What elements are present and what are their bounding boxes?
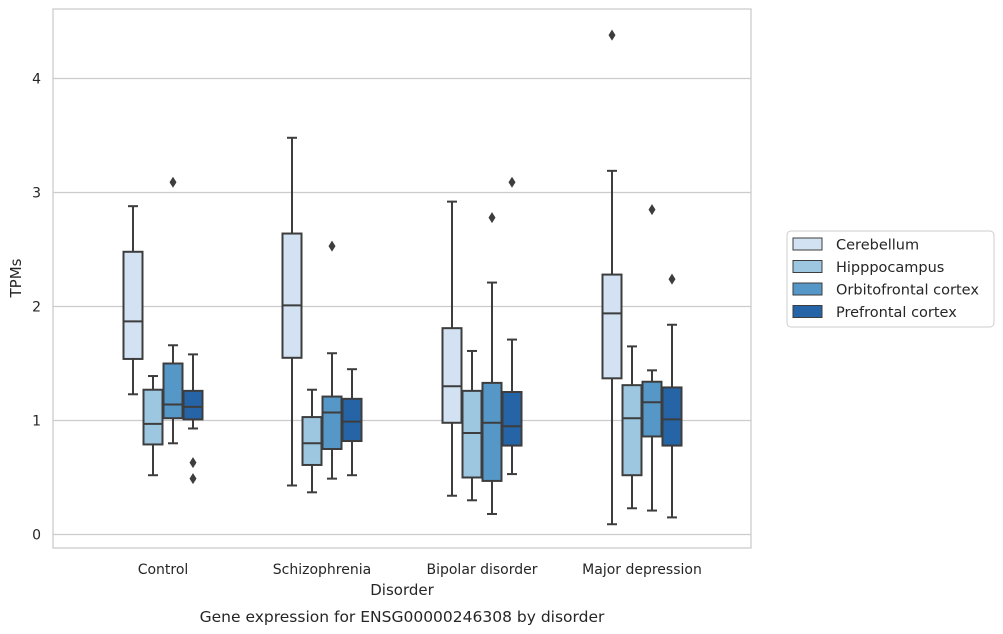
box-0-1: [281, 136, 303, 487]
x-tick-label: Bipolar disorder: [426, 562, 537, 578]
chart-caption: Gene expression for ENSG00000246308 by d…: [200, 608, 605, 626]
box-0-2: [441, 200, 463, 497]
y-tick-label: 4: [32, 72, 41, 88]
outlier-point: [328, 240, 336, 252]
grid-lines: [53, 77, 751, 536]
y-tick-label: 1: [32, 414, 41, 430]
box: [621, 384, 643, 477]
y-tick-label: 2: [32, 300, 41, 316]
y-tick-label: 0: [32, 528, 41, 544]
box: [341, 397, 363, 443]
x-tick-label: Control: [138, 562, 189, 578]
legend-frame: [786, 230, 995, 328]
y-axis-label: TPMs: [7, 258, 25, 298]
box: [641, 380, 663, 438]
box-2-2: [481, 212, 503, 515]
box-1-2: [461, 349, 483, 502]
legend-label: Prefrontal cortex: [836, 305, 957, 321]
legend-label: Hipppocampus: [836, 260, 944, 276]
y-tick-label: 3: [32, 186, 41, 202]
box: [182, 389, 204, 421]
box-3-0: [182, 353, 204, 485]
outlier-point: [608, 29, 616, 41]
box: [162, 362, 184, 420]
legend-swatch: [792, 305, 823, 318]
box: [301, 416, 323, 466]
box: [461, 389, 483, 479]
x-tick-label: Schizophrenia: [273, 562, 371, 578]
box: [142, 388, 164, 446]
outlier-point: [189, 473, 197, 485]
legend-swatch: [792, 260, 823, 273]
y-tick-labels: 0 1 2 3 4: [32, 72, 41, 544]
box-3-2: [501, 176, 523, 476]
box-0-3: [601, 29, 623, 526]
box-2-0: [162, 176, 184, 445]
plot-frame: [52, 8, 752, 549]
box: [441, 327, 463, 424]
x-tick-labels: Control Schizophrenia Bipolar disorder Majo…: [138, 562, 702, 578]
box-plot-group: [122, 29, 683, 526]
x-axis-label: Disorder: [370, 581, 434, 599]
box: [481, 381, 503, 482]
box: [601, 273, 623, 380]
box: [501, 391, 523, 447]
box: [122, 250, 144, 360]
box: [321, 395, 343, 450]
box-3-1: [341, 368, 363, 477]
outlier-point: [488, 212, 496, 224]
legend-items: Cerebellum Hipppocampus Orbitofrontal cort…: [792, 237, 979, 321]
outlier-point: [508, 176, 516, 188]
box-1-0: [142, 375, 164, 477]
legend-swatch: [792, 237, 823, 251]
legend-swatch: [792, 282, 823, 296]
box: [281, 232, 303, 359]
outlier-point: [189, 457, 197, 469]
box-1-1: [301, 388, 323, 494]
legend: Cerebellum Hipppocampus Orbitofrontal cort…: [786, 230, 995, 328]
outlier-point: [668, 273, 676, 285]
legend-label: Orbitofrontal cortex: [836, 283, 979, 299]
outlier-point: [169, 176, 177, 188]
legend-label: Cerebellum: [836, 238, 919, 254]
box-2-3: [641, 204, 663, 512]
box: [661, 386, 683, 447]
box-1-3: [621, 345, 643, 510]
outlier-point: [648, 204, 656, 216]
box-3-3: [661, 273, 683, 519]
box-0-0: [122, 205, 144, 396]
x-tick-label: Major depression: [582, 562, 702, 578]
box-2-1: [321, 240, 343, 480]
